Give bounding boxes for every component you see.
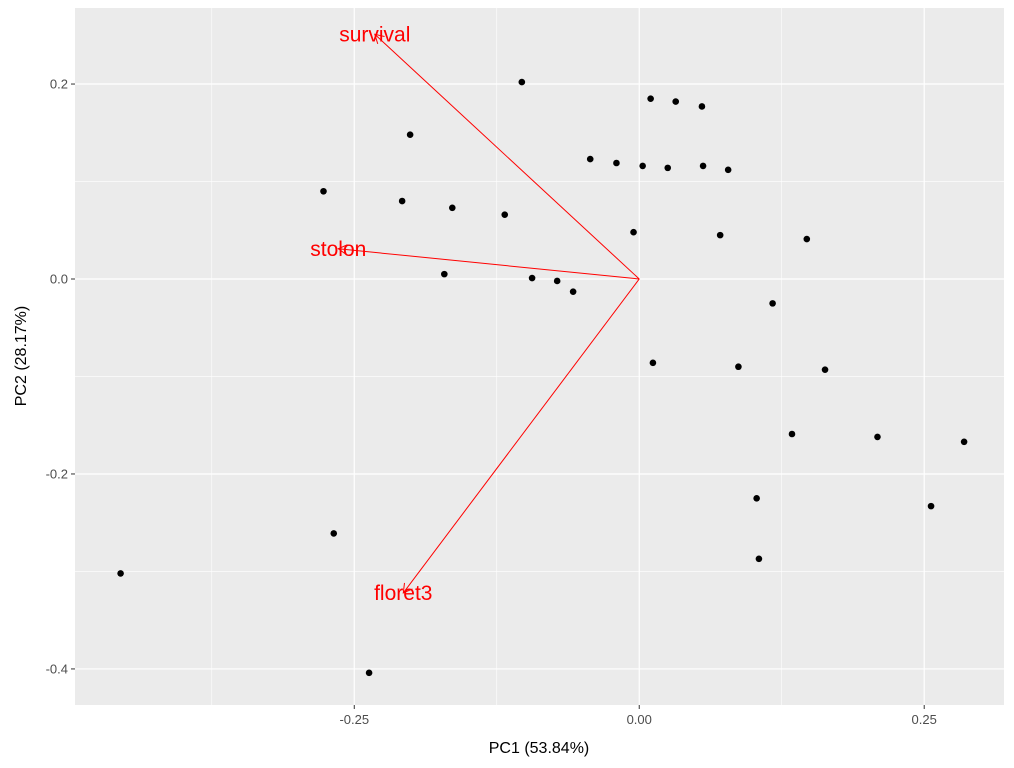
loading-arrowhead-floret3 bbox=[402, 582, 413, 594]
loading-label-stolon: stolon bbox=[310, 238, 366, 261]
score-points bbox=[117, 78, 968, 677]
score-point bbox=[716, 231, 724, 239]
score-point bbox=[330, 530, 338, 537]
y-tick-label: 0.2 bbox=[50, 77, 68, 92]
loading-arrowhead-stolon bbox=[337, 244, 348, 256]
loading-label-survival: survival bbox=[339, 23, 410, 46]
loading-arrow-floret3 bbox=[402, 278, 640, 594]
y-axis-title: PC2 (28.17%) bbox=[13, 306, 30, 407]
score-point bbox=[320, 187, 327, 195]
score-point bbox=[528, 274, 536, 282]
score-point bbox=[406, 131, 414, 139]
score-point bbox=[649, 359, 657, 367]
y-tick-label: -0.2 bbox=[46, 466, 68, 481]
score-point bbox=[769, 300, 776, 307]
loading-arrow-survival bbox=[374, 33, 640, 280]
score-point bbox=[821, 366, 829, 373]
score-point bbox=[448, 204, 456, 212]
score-point bbox=[698, 103, 706, 110]
score-point bbox=[117, 570, 124, 577]
score-point bbox=[753, 495, 760, 502]
x-tick-label: -0.25 bbox=[339, 712, 369, 727]
score-point bbox=[672, 98, 680, 105]
plot-panel bbox=[75, 8, 1004, 705]
score-point bbox=[803, 235, 811, 243]
score-point bbox=[664, 164, 672, 172]
score-point bbox=[699, 162, 707, 170]
loading-label-floret3: floret3 bbox=[374, 582, 432, 605]
score-point bbox=[960, 438, 968, 446]
score-point bbox=[569, 288, 577, 295]
loading-labels: survival stolon floret3 bbox=[310, 23, 432, 605]
score-point bbox=[724, 166, 732, 174]
minor-gridlines bbox=[75, 8, 1004, 705]
y-axis-ticks: -0.4 -0.2 0.0 0.2 bbox=[46, 77, 75, 676]
loading-arrow-stolon bbox=[338, 248, 640, 280]
score-point bbox=[647, 95, 654, 102]
x-tick-label: 0.00 bbox=[627, 712, 652, 727]
score-point bbox=[365, 669, 373, 677]
score-point bbox=[735, 363, 742, 371]
score-point bbox=[586, 155, 594, 163]
x-axis-title: PC1 (53.84%) bbox=[489, 740, 590, 757]
major-gridlines bbox=[75, 8, 1004, 705]
score-point bbox=[613, 159, 620, 167]
score-point bbox=[553, 277, 561, 285]
y-tick-label: -0.4 bbox=[46, 661, 68, 676]
score-point bbox=[398, 197, 406, 205]
score-point bbox=[874, 433, 881, 441]
score-point bbox=[501, 211, 509, 218]
score-point bbox=[630, 228, 637, 236]
score-point bbox=[788, 430, 796, 438]
y-tick-label: 0.0 bbox=[50, 272, 68, 287]
score-point bbox=[518, 78, 526, 86]
score-point bbox=[441, 270, 448, 278]
score-point bbox=[639, 162, 646, 170]
loading-arrows bbox=[337, 33, 640, 594]
x-axis-ticks: -0.25 0.00 0.25 bbox=[339, 705, 937, 727]
loading-arrowhead-survival bbox=[374, 33, 385, 45]
score-point bbox=[927, 502, 935, 510]
score-point bbox=[755, 555, 763, 563]
x-tick-label: 0.25 bbox=[912, 712, 937, 727]
